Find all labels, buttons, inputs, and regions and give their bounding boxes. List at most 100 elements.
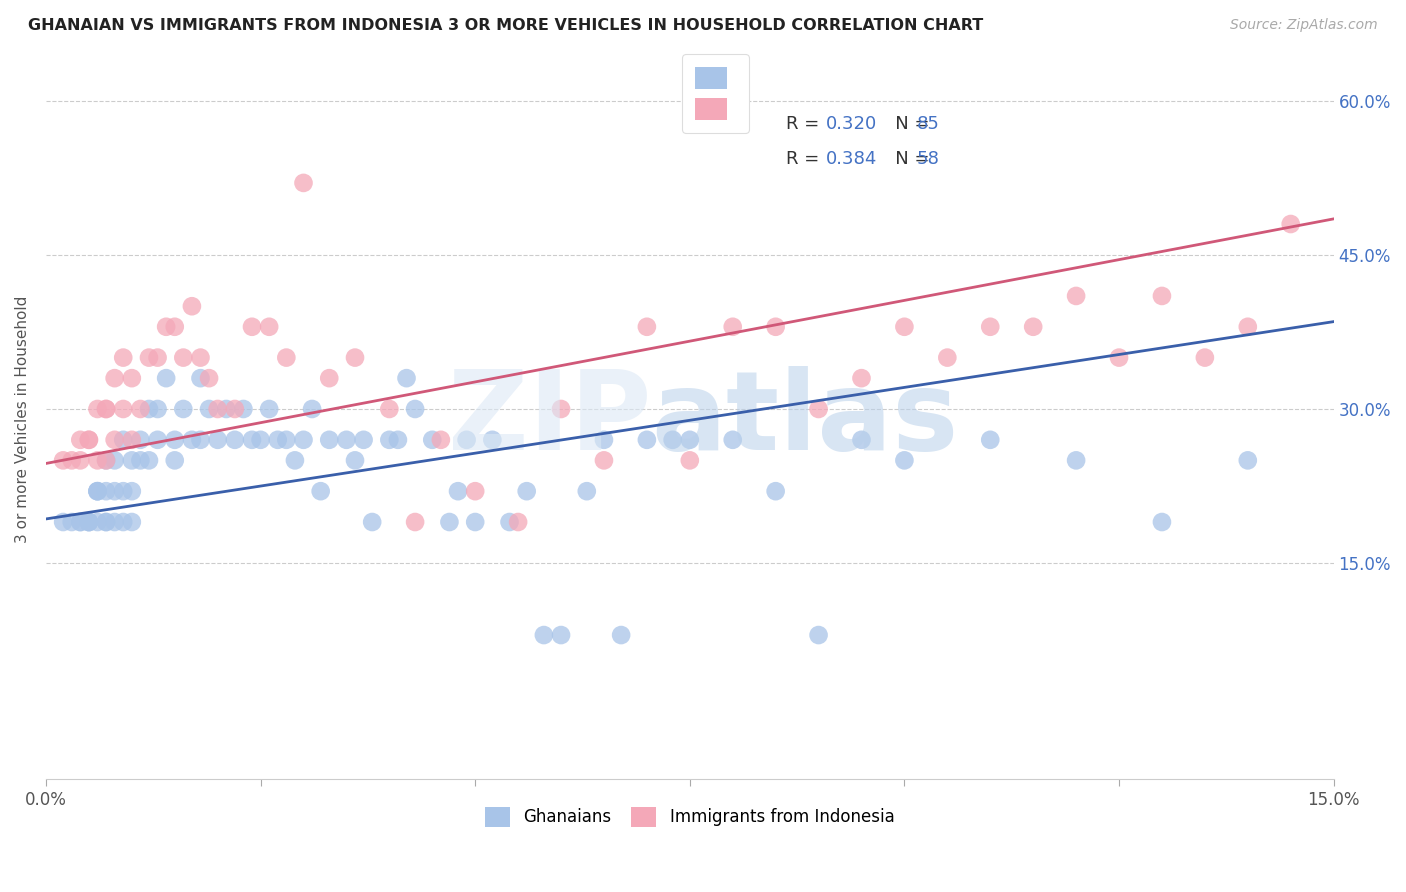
Text: 0.320: 0.320 — [825, 115, 877, 133]
Point — [129, 453, 152, 467]
Text: Source: ZipAtlas.com: Source: ZipAtlas.com — [1230, 18, 1378, 32]
Point — [112, 433, 135, 447]
Point — [232, 402, 254, 417]
Point — [207, 433, 229, 447]
Point — [498, 515, 520, 529]
Point — [481, 433, 503, 447]
Text: R =: R = — [786, 150, 825, 168]
Point — [1150, 289, 1173, 303]
Point — [86, 453, 108, 467]
Point — [292, 176, 315, 190]
Point — [94, 515, 117, 529]
Point — [129, 402, 152, 417]
Point — [86, 484, 108, 499]
Point — [104, 433, 127, 447]
Point — [138, 453, 160, 467]
Point — [86, 484, 108, 499]
Point — [464, 515, 486, 529]
Point — [129, 433, 152, 447]
Point — [112, 515, 135, 529]
Point — [121, 515, 143, 529]
Point — [104, 484, 127, 499]
Point — [636, 433, 658, 447]
Point — [765, 319, 787, 334]
Text: atlas: atlas — [651, 366, 959, 473]
Point — [893, 453, 915, 467]
Point — [721, 433, 744, 447]
Point — [52, 515, 75, 529]
Point — [112, 402, 135, 417]
Point — [163, 433, 186, 447]
Point — [343, 351, 366, 365]
Point — [335, 433, 357, 447]
Point — [86, 484, 108, 499]
Point — [1108, 351, 1130, 365]
Point — [121, 484, 143, 499]
Point — [190, 371, 212, 385]
Point — [636, 319, 658, 334]
Point — [94, 402, 117, 417]
Point — [215, 402, 238, 417]
Point — [190, 433, 212, 447]
Point — [318, 433, 340, 447]
Y-axis label: 3 or more Vehicles in Household: 3 or more Vehicles in Household — [15, 295, 30, 543]
Point — [198, 371, 221, 385]
Point — [1236, 319, 1258, 334]
Point — [94, 484, 117, 499]
Point — [104, 453, 127, 467]
Point — [146, 433, 169, 447]
Point — [86, 515, 108, 529]
Point — [94, 402, 117, 417]
Point — [309, 484, 332, 499]
Point — [292, 433, 315, 447]
Point — [69, 433, 91, 447]
Point — [77, 515, 100, 529]
Point — [276, 351, 298, 365]
Point — [138, 351, 160, 365]
Point — [1279, 217, 1302, 231]
Text: N =: N = — [877, 115, 935, 133]
Point — [224, 402, 246, 417]
Point — [77, 433, 100, 447]
Point — [52, 453, 75, 467]
Point — [207, 402, 229, 417]
Legend: Ghanaians, Immigrants from Indonesia: Ghanaians, Immigrants from Indonesia — [477, 798, 903, 835]
Point — [378, 433, 401, 447]
Text: ZIP: ZIP — [447, 366, 651, 473]
Point — [138, 402, 160, 417]
Point — [112, 351, 135, 365]
Point — [679, 453, 702, 467]
Point — [550, 628, 572, 642]
Point — [447, 484, 470, 499]
Point — [190, 351, 212, 365]
Point — [420, 433, 443, 447]
Point — [155, 371, 177, 385]
Point — [1022, 319, 1045, 334]
Point — [146, 351, 169, 365]
Point — [172, 351, 194, 365]
Point — [893, 319, 915, 334]
Point — [121, 371, 143, 385]
Point — [807, 628, 830, 642]
Point — [104, 515, 127, 529]
Point — [575, 484, 598, 499]
Point — [378, 402, 401, 417]
Point — [94, 515, 117, 529]
Text: N =: N = — [877, 150, 935, 168]
Point — [77, 433, 100, 447]
Point — [155, 319, 177, 334]
Point — [439, 515, 461, 529]
Text: GHANAIAN VS IMMIGRANTS FROM INDONESIA 3 OR MORE VEHICLES IN HOUSEHOLD CORRELATIO: GHANAIAN VS IMMIGRANTS FROM INDONESIA 3 … — [28, 18, 983, 33]
Point — [807, 402, 830, 417]
Point — [86, 402, 108, 417]
Point — [77, 515, 100, 529]
Point — [121, 453, 143, 467]
Point — [361, 515, 384, 529]
Point — [163, 319, 186, 334]
Text: 85: 85 — [917, 115, 941, 133]
Point — [721, 319, 744, 334]
Point — [464, 484, 486, 499]
Point — [508, 515, 530, 529]
Text: 0.384: 0.384 — [825, 150, 877, 168]
Point — [404, 402, 426, 417]
